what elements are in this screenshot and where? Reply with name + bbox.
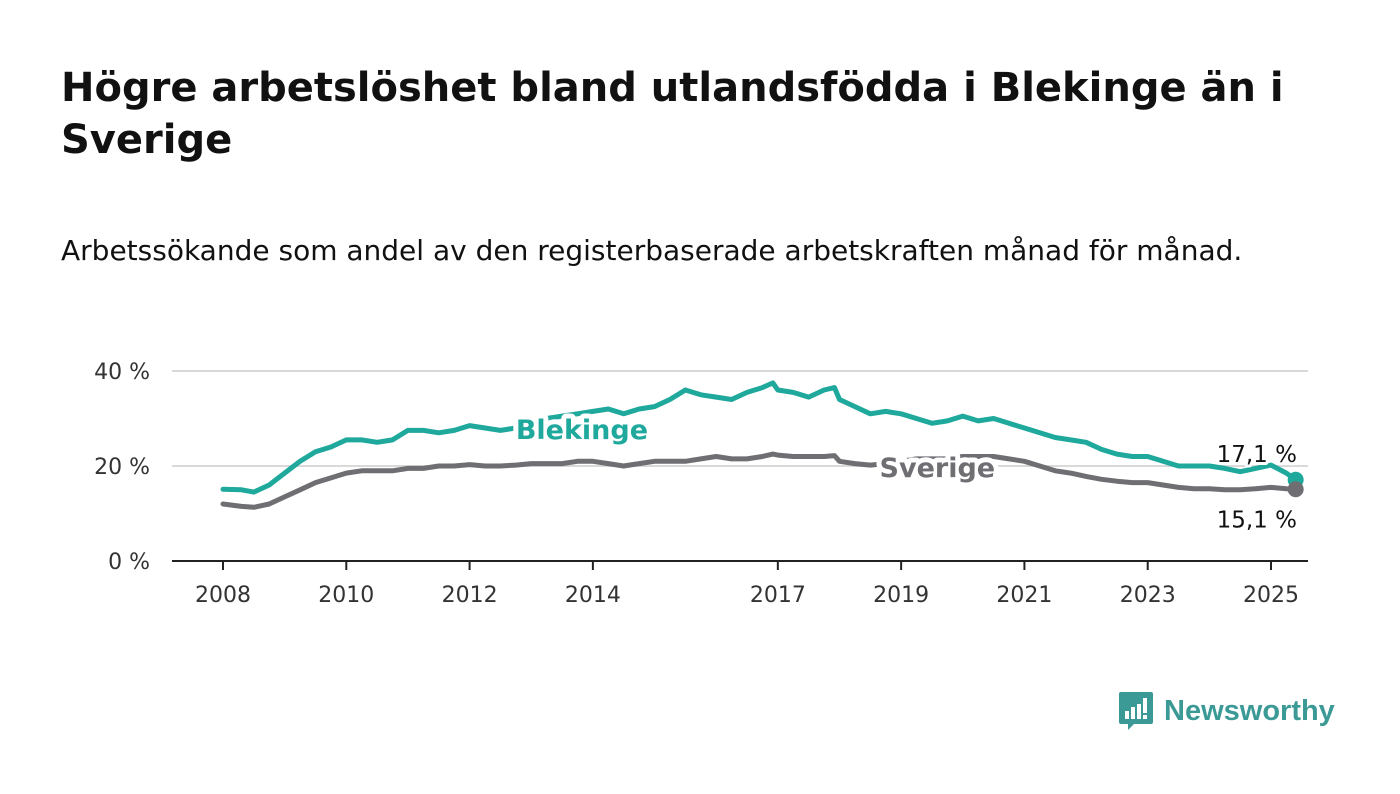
newsworthy-logo-icon — [1119, 692, 1153, 730]
x-tick-label: 2019 — [873, 583, 929, 608]
y-tick-label: 0 % — [108, 550, 150, 575]
x-tick-label: 2023 — [1120, 583, 1176, 608]
chart-subtitle: Arbetssökande som andel av den registerb… — [61, 234, 1243, 267]
series-label-sverige: Sverige — [880, 453, 996, 484]
series-line-blekinge — [220, 380, 1299, 495]
grid-lines — [172, 370, 1308, 467]
x-tick-label: 2017 — [750, 583, 806, 608]
newsworthy-logo[interactable]: Newsworthy — [1118, 690, 1335, 732]
end-point-sverige — [1287, 481, 1304, 498]
brand-name: Newsworthy — [1164, 694, 1335, 727]
x-tick-label: 2021 — [996, 583, 1052, 608]
x-tick-label: 2025 — [1243, 583, 1299, 608]
series-labels: Blekinge Sverige 17,1 % 15,1 % — [511, 410, 1300, 536]
x-tick-label: 2014 — [565, 583, 621, 608]
series-label-blekinge: Blekinge — [516, 415, 648, 446]
end-value-label-blekinge: 17,1 % — [1217, 442, 1297, 468]
end-value-label-sverige: 15,1 % — [1217, 507, 1297, 533]
series-line-sverige — [220, 451, 1299, 510]
series-lines — [220, 380, 1304, 510]
x-tick-label: 2010 — [318, 583, 374, 608]
x-tick-label: 2008 — [195, 583, 251, 608]
axes: 0 % 20 % 40 % 2008 2010 2012 2014 2017 2019 2021 2… — [94, 360, 1308, 608]
y-tick-label: 20 % — [94, 455, 150, 480]
y-tick-label: 40 % — [94, 360, 150, 385]
x-tick-label: 2012 — [442, 583, 498, 608]
chart-title: Högre arbetslöshet bland utlandsfödda i … — [61, 65, 1284, 163]
